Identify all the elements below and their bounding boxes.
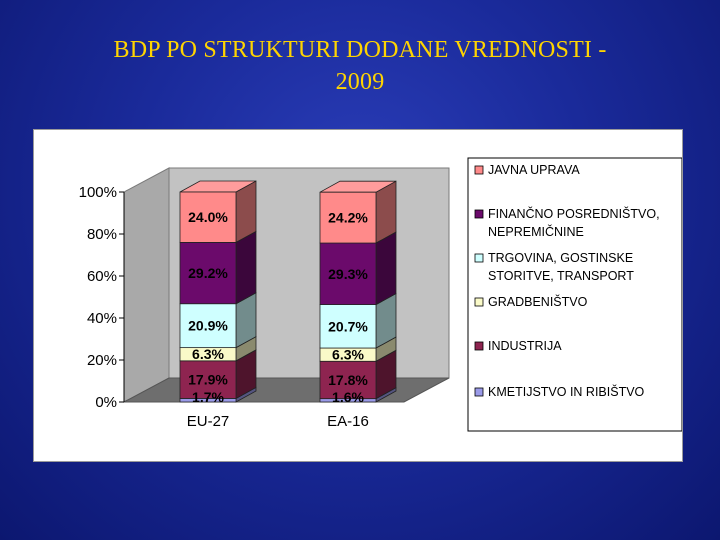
- bar-segment-front: [319, 191, 377, 244]
- bar-segment-front: [179, 360, 237, 399]
- bar-stack-eu-27: 1.7%17.9% 6.3% 20.9% 29.2% 24.0%: [179, 180, 257, 405]
- stacked-bar-chart: 0% 20% 40% 60% 80% 100% EU-27 EA-16 1.7%17.9% 6.3…: [79, 157, 682, 432]
- legend-label: JAVNA UPRAVA: [488, 163, 580, 177]
- data-label: 17.9%: [188, 372, 228, 388]
- y-tick-label: 60%: [87, 268, 117, 285]
- legend-item: GRADBENIŠTVO: [474, 294, 588, 309]
- bar-segment-front: [319, 242, 377, 305]
- legend-item: INDUSTRIJA: [474, 339, 562, 353]
- legend-item: TRGOVINA, GOSTINSKE STORITVE, TRANSPORT: [474, 251, 634, 283]
- legend-label: KMETIJSTVO IN RIBIŠTVO: [488, 384, 645, 399]
- data-label: 29.3%: [328, 266, 368, 282]
- legend-label: INDUSTRIJA: [488, 339, 562, 353]
- legend-item: FINANČNO POSREDNIŠTVO, NEPREMIČNINE: [474, 206, 660, 239]
- legend-swatch: [474, 341, 484, 351]
- bar-segment-side: [235, 230, 257, 305]
- y-tick-label: 0%: [95, 394, 117, 411]
- legend-label: NEPREMIČNINE: [488, 224, 584, 239]
- legend-swatch: [474, 253, 484, 263]
- legend-label: STORITVE, TRANSPORT: [488, 269, 634, 283]
- y-tick-label: 80%: [87, 226, 117, 243]
- data-label: 20.9%: [188, 318, 228, 334]
- bar-segment-front: [319, 304, 377, 349]
- legend-item: JAVNA UPRAVA: [474, 163, 580, 177]
- bar-segment-front: [179, 242, 237, 305]
- data-label: 24.2%: [328, 210, 368, 226]
- chart-panel: 0% 20% 40% 60% 80% 100% EU-27 EA-16 1.7% 17.9% 6.3…: [33, 129, 683, 462]
- data-label: 20.7%: [328, 318, 368, 334]
- slide-title-line-2: 2009: [335, 69, 385, 95]
- legend-box: [467, 157, 682, 432]
- y-tick-label: 20%: [87, 352, 117, 369]
- legend-swatch: [474, 387, 484, 397]
- legend-label: GRADBENIŠTVO: [488, 294, 588, 309]
- legend-swatch: [474, 165, 484, 175]
- data-label: 1.6%: [332, 389, 364, 405]
- x-category-label: EA-16: [327, 413, 369, 430]
- slide-title: BDP PO STRUKTURI DODANE VREDNOSTI - 2009: [40, 34, 680, 98]
- legend-item: KMETIJSTVO IN RIBIŠTVO: [474, 384, 645, 399]
- chart-side-wall: [123, 167, 170, 403]
- y-tick-label: 100%: [79, 184, 117, 201]
- x-category-label: EU-27: [187, 413, 230, 430]
- y-tick-label: 40%: [87, 310, 117, 327]
- data-label: 24.0%: [188, 209, 228, 225]
- bar-segment: [179, 180, 257, 244]
- legend-label: TRGOVINA, GOSTINSKE: [488, 251, 633, 265]
- bar-segment-side: [375, 231, 397, 306]
- bar-segment: [319, 180, 397, 244]
- data-label: 6.3%: [332, 347, 364, 363]
- bar-segment-front: [179, 303, 237, 349]
- chart-floor: [123, 377, 450, 403]
- data-label: 1.7%: [192, 389, 224, 405]
- legend-swatch: [474, 209, 484, 219]
- data-label: 6.3%: [192, 346, 224, 362]
- legend-swatch: [474, 297, 484, 307]
- data-label: 29.2%: [188, 265, 228, 281]
- slide-title-line-1: BDP PO STRUKTURI DODANE VREDNOSTI -: [113, 37, 607, 63]
- bar-segment-front: [319, 360, 377, 400]
- data-label: 17.8%: [328, 372, 368, 388]
- legend-label: FINANČNO POSREDNIŠTVO,: [488, 206, 660, 221]
- bar-stack-ea-16: 1.6%17.8% 6.3% 20.7% 29.3% 24.2%: [319, 180, 397, 405]
- bar-segment-front: [179, 191, 237, 243]
